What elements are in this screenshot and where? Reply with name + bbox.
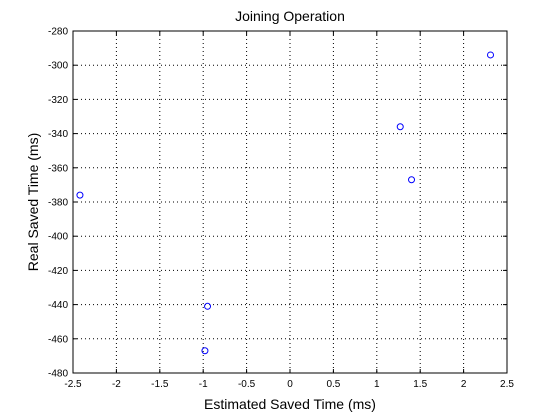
x-tick-label: -2.5 — [64, 379, 82, 390]
data-point — [396, 123, 404, 131]
chart-title: Joining Operation — [235, 8, 345, 24]
x-tick-label: 0 — [287, 379, 293, 390]
y-tick-label: -400 — [48, 232, 68, 243]
data-points — [76, 51, 495, 355]
y-tick-label: -440 — [48, 300, 68, 311]
x-tick-label: -2 — [112, 379, 121, 390]
x-tick-label: 1.5 — [413, 379, 427, 390]
x-tick-label: 0.5 — [326, 379, 340, 390]
y-tick-label: -420 — [48, 266, 68, 277]
x-tick-label: -1.5 — [151, 379, 169, 390]
y-axis-label: Real Saved Time (ms) — [25, 133, 41, 271]
x-tick-label: 2 — [461, 379, 467, 390]
y-tick-label: -340 — [48, 129, 68, 140]
data-point — [204, 302, 212, 310]
y-tick-label: -380 — [48, 198, 68, 209]
x-tick-label: -1 — [199, 379, 208, 390]
grid — [73, 31, 507, 373]
x-tick-labels: -2.5 -2 -1.5 -1 -0.5 0 0.5 1 1.5 2 2.5 — [64, 379, 514, 390]
data-point — [76, 191, 84, 199]
x-tick-label: 2.5 — [500, 379, 514, 390]
data-point — [201, 347, 209, 355]
x-tick-label: -0.5 — [238, 379, 256, 390]
axis-ticks — [72, 30, 508, 374]
y-tick-label: -480 — [48, 369, 68, 380]
y-tick-label: -300 — [48, 61, 68, 72]
x-tick-label: 1 — [374, 379, 380, 390]
plot-border — [72, 30, 508, 374]
y-tick-label: -460 — [48, 334, 68, 345]
y-tick-labels: -280 -300 -320 -340 -360 -380 -400 -420 -440 -460… — [48, 27, 68, 380]
y-tick-label: -360 — [48, 163, 68, 174]
y-tick-label: -280 — [48, 27, 68, 38]
data-point — [487, 51, 495, 59]
x-axis-label: Estimated Saved Time (ms) — [204, 396, 376, 412]
data-point — [408, 176, 416, 184]
y-tick-label: -320 — [48, 95, 68, 106]
